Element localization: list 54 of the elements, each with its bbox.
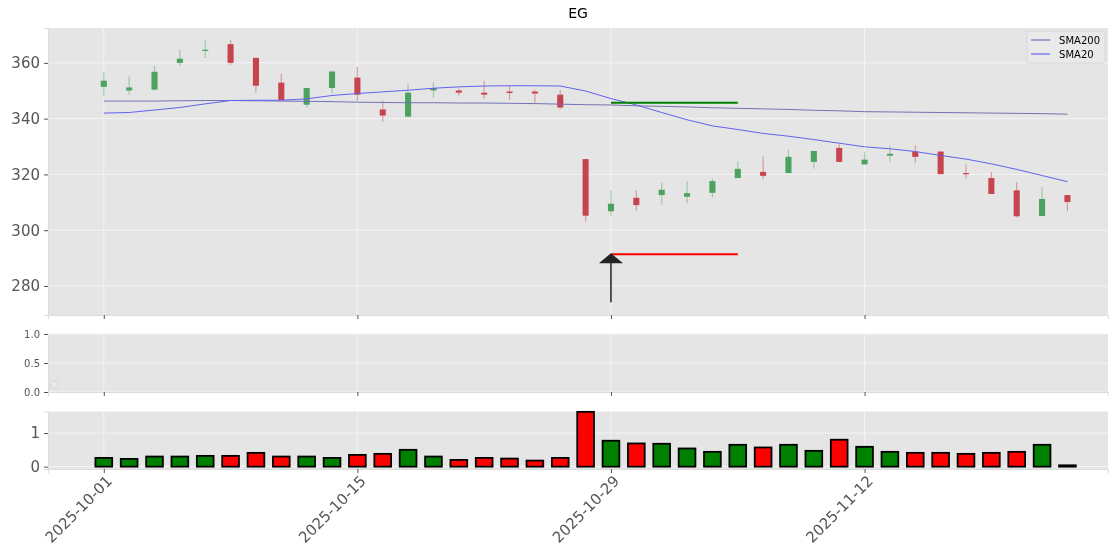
candlestick [531,89,538,104]
bar [601,439,621,468]
bar [855,445,874,468]
bar [779,443,798,468]
bar [145,455,164,468]
bar [1007,450,1026,468]
y-tick-label: 0 [30,457,40,476]
chart-title: EG [568,5,588,21]
legend-label: SMA20 [1059,48,1094,60]
bar [677,447,697,468]
bar [982,451,1001,468]
bar [906,451,925,468]
bar [1032,443,1052,468]
bar [956,452,976,468]
y-tick-label: 320 [11,165,40,184]
bar [322,457,342,468]
bar [525,459,545,468]
bar [703,450,722,468]
bar [576,410,595,468]
bar [449,459,469,468]
y-tick-label: 300 [11,221,40,240]
y-tick-label: 1.0 [24,328,40,340]
bar [829,438,849,468]
bar [500,457,519,468]
bar [119,458,139,468]
bar [195,454,215,468]
y-tick-label: 280 [11,277,40,296]
bar [94,457,114,468]
bar [550,457,570,468]
y-tick-label: 340 [11,109,40,128]
candlestick [176,49,183,67]
bar [804,449,824,468]
bar [931,451,950,468]
bar [348,453,367,468]
legend-label: SMA200 [1059,34,1100,46]
bar [272,455,291,468]
y-tick-label: 360 [11,54,40,73]
bar [398,448,418,468]
y-tick-label: 0.5 [24,357,40,369]
bar [652,442,671,468]
bar [728,443,748,468]
bar [373,452,392,468]
bar [424,455,443,468]
y-tick-label: 0.0 [24,386,40,398]
bar [221,454,240,468]
bar [753,446,773,468]
candlestick [886,144,893,163]
bar [627,442,646,468]
bar [880,450,900,468]
bar [170,455,190,468]
bar [246,451,266,468]
bar [297,455,316,468]
bar [474,457,494,468]
y-tick-label: 1 [30,424,40,443]
